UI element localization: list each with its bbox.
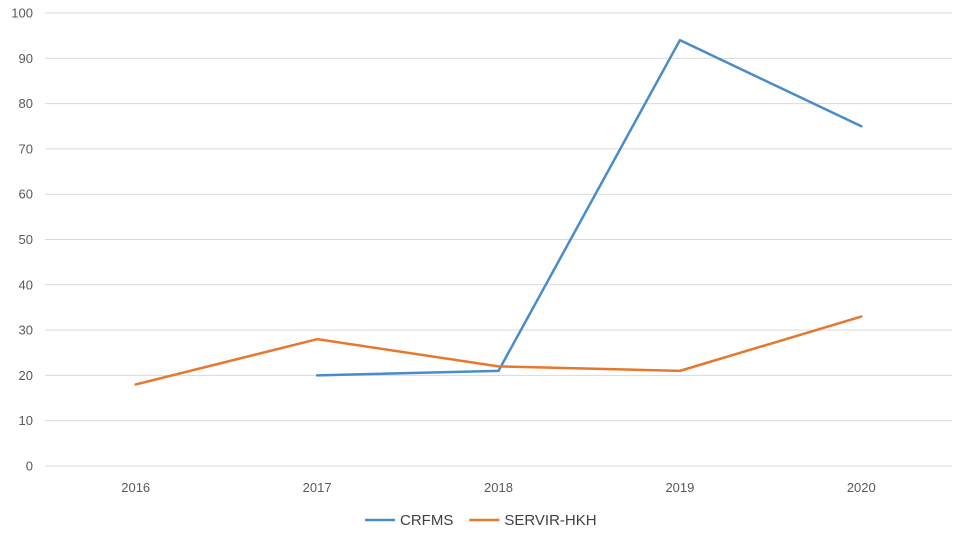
y-axis-tick-labels: 0 10 20 30 40 50 60 70 80 90 100: [11, 6, 33, 474]
y-tick-label: 90: [19, 51, 33, 66]
y-tick-label: 30: [19, 323, 33, 338]
legend: CRFMS SERVIR-HKH: [365, 512, 597, 529]
x-tick-label: 2020: [847, 480, 876, 495]
x-tick-label: 2019: [665, 480, 694, 495]
legend-label: CRFMS: [400, 512, 453, 529]
series-lines: [134, 38, 863, 386]
x-tick-label: 2017: [303, 480, 332, 495]
y-tick-label: 10: [19, 413, 33, 428]
legend-item-crfms: CRFMS: [365, 512, 453, 529]
y-tick-label: 50: [19, 232, 33, 247]
x-axis-tick-labels: 2016 2017 2018 2019 2020: [121, 480, 876, 495]
y-tick-label: 100: [11, 6, 33, 21]
y-tick-label: 20: [19, 368, 33, 383]
series-line-crfms: [315, 38, 863, 377]
y-tick-label: 40: [19, 277, 33, 292]
gridlines: [45, 12, 952, 467]
y-tick-label: 80: [19, 96, 33, 111]
legend-item-servir-hkh: SERVIR-HKH: [469, 512, 597, 529]
y-tick-label: 70: [19, 141, 33, 156]
x-tick-label: 2018: [484, 480, 513, 495]
y-tick-label: 60: [19, 187, 33, 202]
series-line-servir-hkh: [134, 315, 863, 386]
y-tick-label: 0: [26, 459, 33, 474]
legend-label: SERVIR-HKH: [504, 512, 596, 529]
x-tick-label: 2016: [121, 480, 150, 495]
